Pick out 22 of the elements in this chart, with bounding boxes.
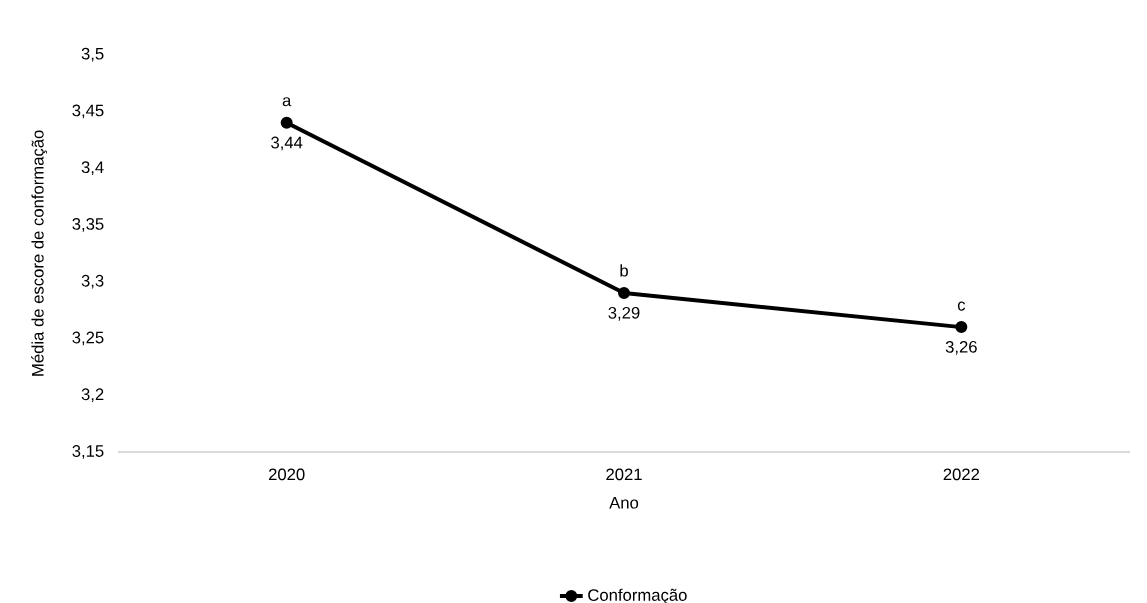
y-tick-label: 3,3 (81, 274, 104, 289)
annotation: b (620, 264, 628, 277)
y-tick-label: 3,45 (72, 104, 104, 119)
x-tick-label: 2020 (268, 468, 305, 481)
data-label: 3,44 (271, 136, 303, 151)
y-tick-label: 3,5 (81, 47, 104, 62)
y-tick-label: 3,2 (81, 388, 104, 403)
data-label: 3,29 (608, 306, 640, 321)
x-axis-title: Ano (609, 496, 639, 509)
y-axis-title: Média de escore de conformação (31, 130, 48, 376)
y-tick-label: 3,25 (72, 331, 104, 346)
y-tick-label: 3,15 (72, 445, 104, 459)
x-tick-label: 2021 (606, 468, 642, 481)
point (280, 116, 293, 129)
point (618, 287, 630, 300)
y-tick-label: 3,35 (72, 218, 104, 232)
annotation: a (282, 97, 292, 107)
annotation: c (957, 301, 966, 311)
data-label: 3,26 (945, 340, 977, 355)
y-tick-label: 3,4 (81, 161, 104, 176)
x-tick-label: 2022 (943, 468, 980, 481)
point (955, 321, 968, 334)
